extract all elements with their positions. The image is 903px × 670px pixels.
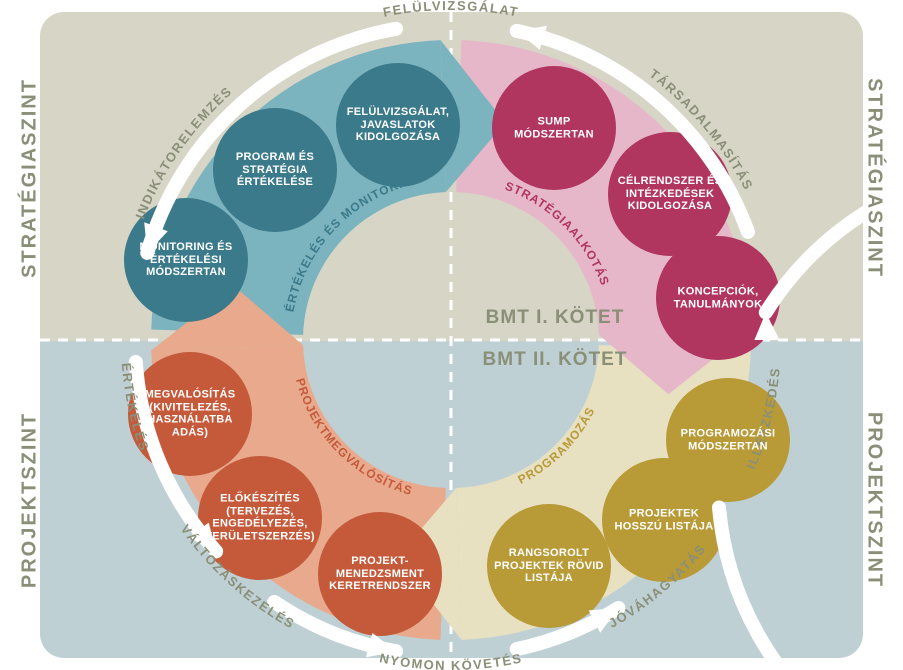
diagram-svg: ÉRTÉKELÉS ÉS MONITORINGSTRATÉGIAALKOTÁSP… [0,0,903,670]
circle-node-7 [602,458,726,582]
center-label-bottom: BMT II. KÖTET [483,349,628,371]
circle-node-8 [487,504,611,628]
side-label-right-top: STRATÉGIASZINT [863,78,886,278]
center-label-top: BMT I. KÖTET [486,307,625,329]
circle-node-2 [336,63,460,187]
side-label-left-top: STRATÉGIASZINT [19,78,42,278]
side-label-left-bottom: PROJEKTSZINT [19,412,42,588]
side-label-right-bottom: PROJEKTSZINT [863,412,886,588]
circle-node-9 [318,512,442,636]
circle-node-3 [492,66,616,190]
circle-node-1 [213,108,337,232]
circle-node-5 [656,236,780,360]
diagram-root: ÉRTÉKELÉS ÉS MONITORINGSTRATÉGIAALKOTÁSP… [0,0,903,670]
